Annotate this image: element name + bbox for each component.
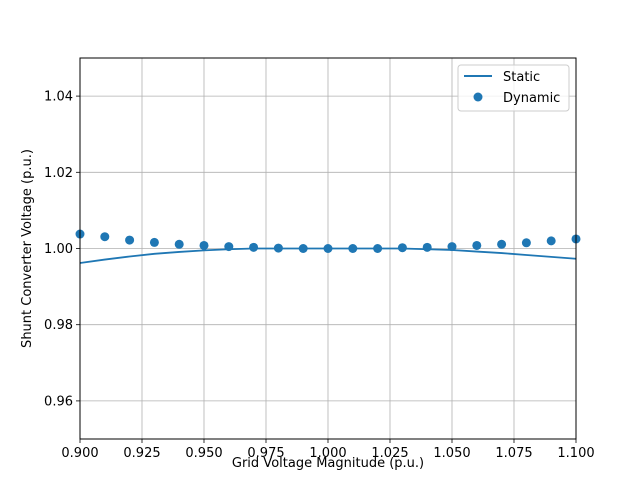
series-layer (75, 229, 581, 264)
x-tick-label: 1.050 (433, 446, 470, 461)
scatter-point-dynamic (174, 239, 184, 249)
scatter-point-dynamic (497, 239, 507, 249)
x-tick-label: 0.925 (123, 446, 160, 461)
y-tick-label: 0.96 (44, 394, 73, 409)
legend-static-label: Static (503, 70, 540, 85)
scatter-point-dynamic (249, 242, 259, 252)
y-tick-label: 1.04 (44, 90, 73, 105)
scatter-point-dynamic (447, 242, 457, 252)
x-tick-label: 0.950 (185, 446, 222, 461)
x-tick-label: 0.975 (247, 446, 284, 461)
scatter-point-dynamic (422, 242, 432, 252)
scatter-point-dynamic (298, 244, 308, 253)
scatter-point-dynamic (224, 242, 234, 252)
x-tick-label: 1.000 (309, 446, 346, 461)
x-tick-label: 1.025 (371, 446, 408, 461)
y-tick-label: 1.00 (44, 242, 73, 257)
scatter-point-dynamic (397, 243, 407, 253)
y-tick-label: 0.98 (44, 318, 73, 333)
scatter-point-dynamic (546, 236, 556, 246)
scatter-point-dynamic (373, 244, 383, 253)
y-tick-label: 1.02 (44, 166, 73, 181)
ticks: 0.900 0.925 0.950 0.975 1.000 1.025 1.050 1.075… (44, 90, 595, 461)
x-tick-label: 0.900 (61, 446, 98, 461)
scatter-point-dynamic (323, 244, 333, 253)
legend-dynamic-label: Dynamic (503, 91, 560, 106)
scatter-point-dynamic (149, 237, 159, 247)
legend-dynamic-swatch (473, 92, 483, 102)
scatter-point-dynamic (521, 238, 531, 248)
legend: Static Dynamic (457, 64, 570, 112)
x-tick-label: 1.075 (495, 446, 532, 461)
scatter-point-dynamic (348, 244, 358, 253)
scatter-point-dynamic (125, 235, 135, 245)
scatter-point-dynamic (100, 232, 110, 242)
scatter-point-dynamic (273, 243, 283, 253)
scatter-point-dynamic (199, 240, 209, 250)
y-axis-label: Shunt Converter Voltage (p.u.) (20, 149, 35, 348)
x-axis-label: Grid Voltage Magnitude (p.u.) (232, 456, 424, 471)
x-tick-label: 1.100 (557, 446, 594, 461)
scatter-point-dynamic (472, 240, 482, 250)
